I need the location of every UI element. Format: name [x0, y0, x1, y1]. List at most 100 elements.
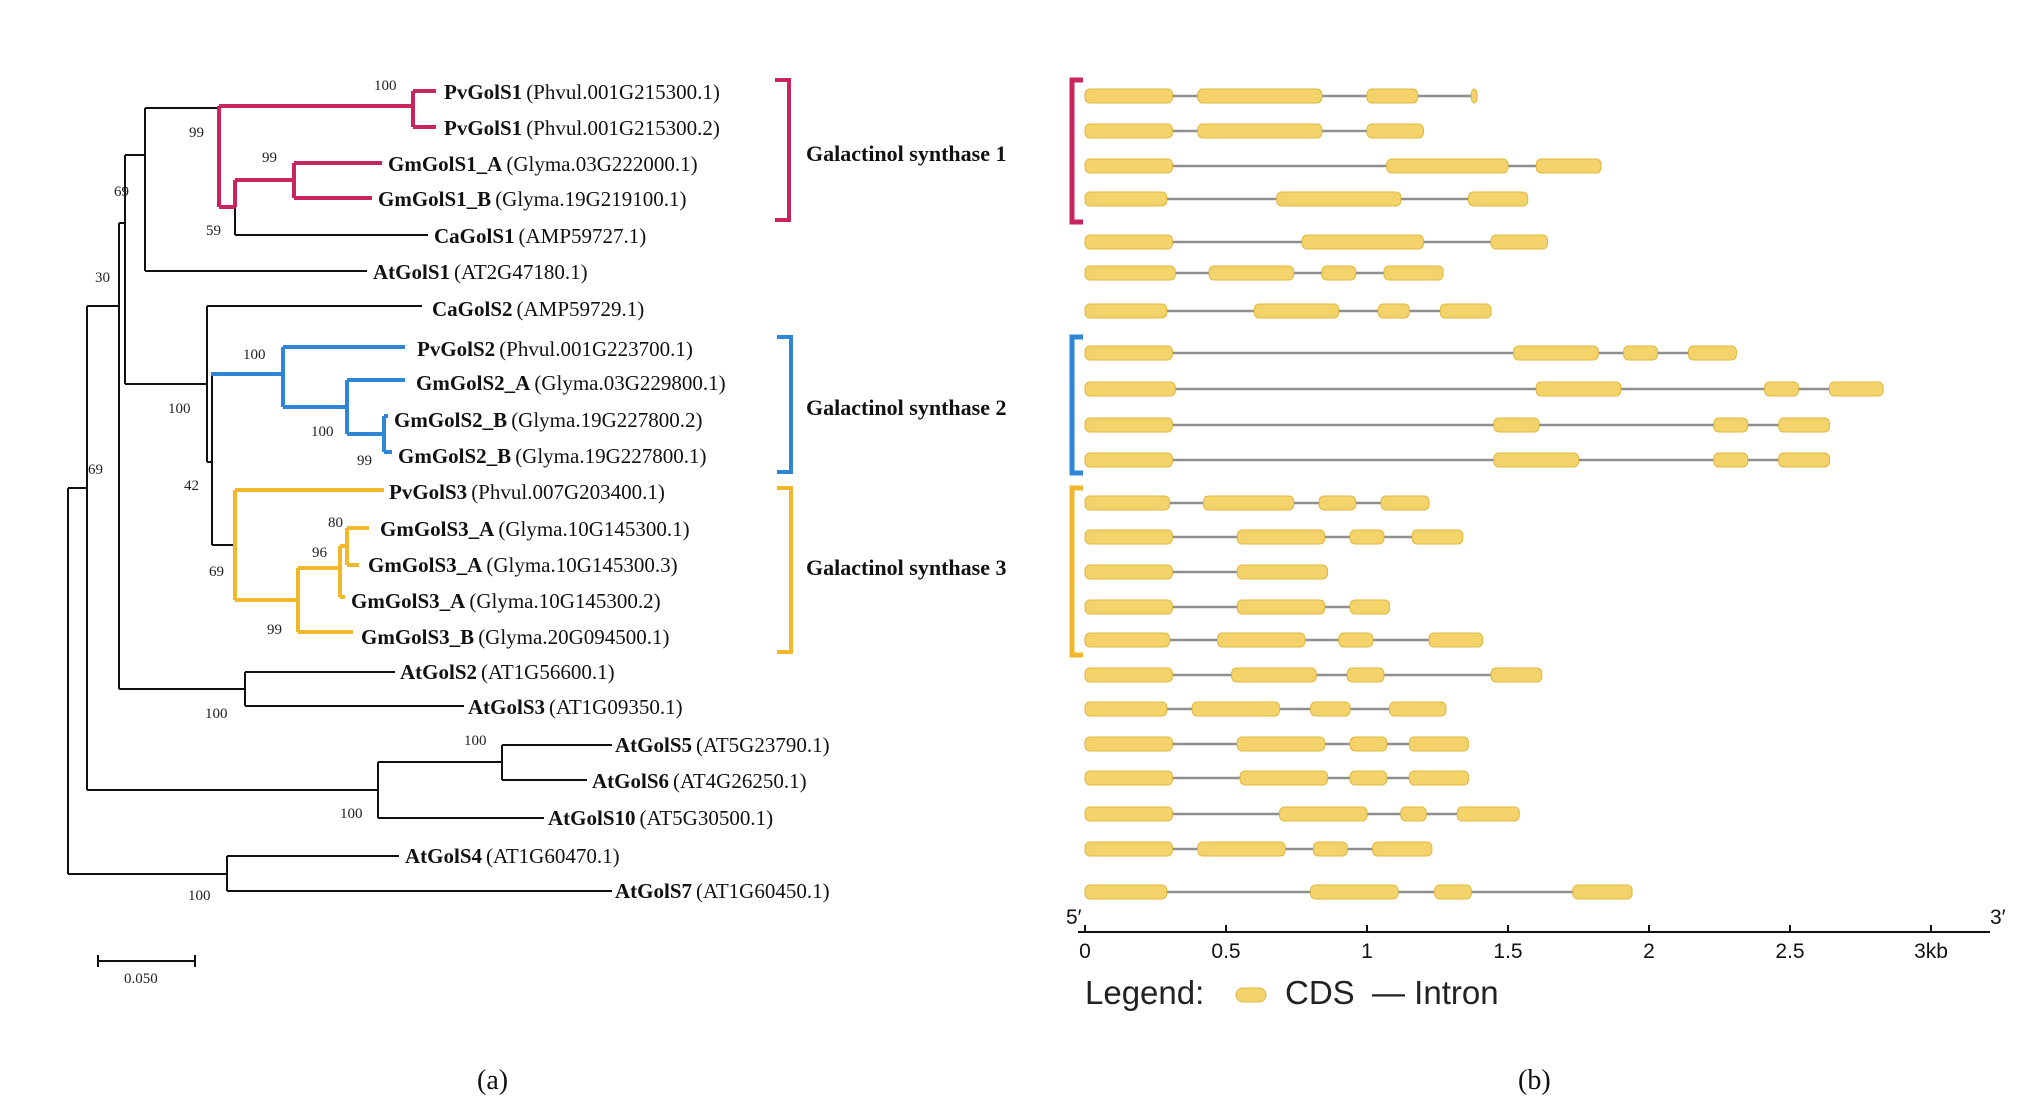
cds-exon — [1321, 265, 1357, 281]
group2-bracket — [777, 335, 793, 474]
axis-tick-label: 1.5 — [1493, 940, 1522, 963]
bootstrap-value: 69 — [209, 564, 224, 580]
gene-row — [1084, 736, 1470, 752]
cds-exon — [1349, 529, 1385, 545]
leaf-label: AtGolS5 (AT5G23790.1) — [615, 733, 830, 757]
panel-label-b: (b) — [1518, 1065, 1551, 1096]
cds-exon — [1366, 88, 1419, 104]
gene-row — [1084, 417, 1830, 433]
gene-row — [1084, 841, 1433, 857]
cds-exon — [1490, 234, 1548, 250]
legend-cds-swatch — [1235, 987, 1267, 1003]
panel-label-a: (a) — [477, 1065, 508, 1096]
cds-exon — [1084, 529, 1173, 545]
bootstrap-value: 99 — [262, 150, 277, 166]
gene-row — [1084, 158, 1602, 174]
cds-exon — [1084, 452, 1173, 468]
cds-exon — [1310, 884, 1399, 900]
leaf-label: GmGolS3_A (Glyma.10G145300.1) — [380, 517, 690, 541]
cds-exon — [1084, 191, 1168, 207]
cds-exon — [1084, 667, 1173, 683]
cds-exon — [1411, 529, 1464, 545]
leaf-label: GmGolS3_A (Glyma.10G145300.3) — [368, 553, 678, 577]
cds-exon — [1084, 123, 1173, 139]
bootstrap-value: 100 — [374, 78, 397, 94]
cds-exon — [1084, 381, 1176, 397]
leaf-label: PvGolS1 (Phvul.001G215300.1) — [444, 80, 720, 104]
cds-exon — [1493, 452, 1580, 468]
cds-exon — [1084, 770, 1173, 786]
cds-exon — [1318, 495, 1357, 511]
cds-exon — [1279, 806, 1368, 822]
cds-exon — [1338, 632, 1374, 648]
gene-row — [1084, 770, 1470, 786]
gene-row — [1084, 564, 1329, 580]
group1-gene-bracket — [1069, 77, 1083, 225]
cds-exon — [1084, 841, 1173, 857]
leaf-label: AtGolS6 (AT4G26250.1) — [592, 769, 807, 793]
cds-exon — [1253, 303, 1340, 319]
cds-exon — [1084, 345, 1173, 361]
cds-exon — [1408, 770, 1470, 786]
legend-title: Legend: — [1085, 974, 1204, 1011]
cds-exon — [1828, 381, 1884, 397]
cds-exon — [1084, 632, 1171, 648]
cds-exon — [1764, 381, 1799, 397]
cds-exon — [1513, 345, 1599, 361]
group1-label: Galactinol synthase 1 — [806, 141, 1006, 166]
axis-tick-label: 3kb — [1914, 940, 1948, 963]
gene-row — [1084, 529, 1464, 545]
gene-row — [1084, 381, 1884, 397]
bootstrap-value: 100 — [243, 347, 266, 363]
cds-exon — [1084, 234, 1173, 250]
leaf-label: GmGolS1_A (Glyma.03G222000.1) — [388, 152, 698, 176]
cds-exon — [1349, 736, 1388, 752]
axis-tick-label: 2 — [1643, 940, 1655, 963]
cds-exon — [1231, 667, 1317, 683]
cds-exon — [1084, 736, 1173, 752]
cds-exon — [1084, 884, 1168, 900]
gene-row — [1084, 123, 1424, 139]
group2-gene-bracket — [1069, 334, 1083, 476]
cds-exon — [1400, 806, 1427, 822]
cds-exon — [1456, 806, 1520, 822]
bootstrap-value: 100 — [464, 733, 487, 749]
leaf-label: GmGolS1_B (Glyma.19G219100.1) — [378, 187, 687, 211]
cds-exon — [1197, 88, 1323, 104]
cds-exon — [1713, 452, 1749, 468]
kb-axis: 5′ 3′ 0 0.5 1 1.5 2 2.5 3kb — [1066, 906, 2006, 963]
cds-exon — [1202, 495, 1295, 511]
bootstrap-value: 80 — [328, 515, 343, 531]
axis-tick-label: 0 — [1079, 940, 1091, 963]
gene-row — [1084, 701, 1447, 717]
leaf-label: GmGolS2_B (Glyma.19G227800.2) — [394, 408, 703, 432]
group3-bracket — [777, 486, 793, 654]
cds-exon — [1468, 191, 1529, 207]
cds-exon — [1366, 123, 1424, 139]
axis-tick-label: 2.5 — [1775, 940, 1804, 963]
cds-exon — [1084, 495, 1171, 511]
leaf-label: AtGolS1 (AT2G47180.1) — [373, 260, 588, 284]
cds-exon — [1197, 841, 1286, 857]
leaf-label: PvGolS1 (Phvul.001G215300.2) — [444, 116, 720, 140]
bootstrap-value: 42 — [184, 478, 199, 494]
cds-exon — [1713, 417, 1749, 433]
cds-exon — [1084, 701, 1168, 717]
gene-row — [1084, 806, 1520, 822]
cds-exon — [1084, 806, 1173, 822]
cds-exon — [1572, 884, 1633, 900]
leaf-label: AtGolS4 (AT1G60470.1) — [405, 844, 620, 868]
cds-exon — [1428, 632, 1484, 648]
cds-exon — [1470, 88, 1478, 104]
leaf-label: AtGolS7 (AT1G60450.1) — [615, 879, 830, 903]
cds-exon — [1310, 701, 1351, 717]
cds-exon — [1535, 381, 1622, 397]
bootstrap-value: 69 — [88, 462, 103, 478]
three-prime-label: 3′ — [1990, 906, 2006, 929]
cds-exon — [1312, 841, 1348, 857]
five-prime-label: 5′ — [1066, 906, 1082, 929]
leaf-label: AtGolS3 (AT1G09350.1) — [468, 695, 683, 719]
cds-exon — [1084, 564, 1173, 580]
bootstrap-value: 99 — [267, 622, 282, 638]
